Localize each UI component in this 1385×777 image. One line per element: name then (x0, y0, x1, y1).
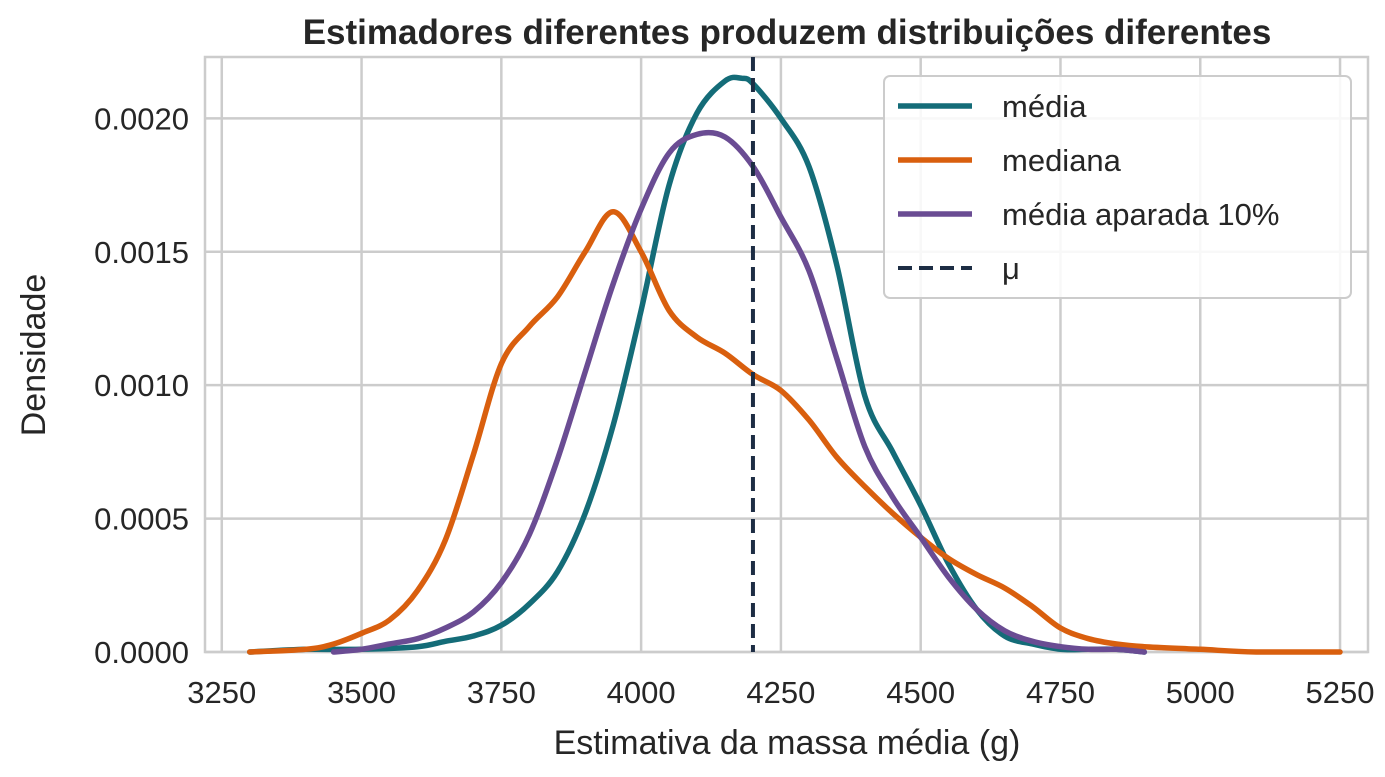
series-line-media-aparada-10 (330, 129, 1148, 655)
x-tick-label: 4000 (607, 675, 676, 710)
x-tick-label: 5000 (1166, 675, 1235, 710)
x-tick-label: 5250 (1306, 675, 1375, 710)
x-tick-label: 3250 (187, 675, 256, 710)
legend-label: μ (1002, 251, 1020, 286)
y-tick-label: 0.0015 (94, 235, 189, 270)
y-tick-labels: 0.0000 0.0005 0.0010 0.0015 0.0020 (94, 101, 189, 670)
x-tick-label: 4500 (886, 675, 955, 710)
legend-entries: média mediana média aparada 10% μ (898, 89, 1279, 286)
chart-title: Estimadores diferentes produzem distribu… (303, 13, 1272, 52)
x-tick-label: 4750 (1026, 675, 1095, 710)
y-tick-label: 0.0000 (94, 635, 189, 670)
y-tick-label: 0.0005 (94, 502, 189, 537)
legend-label: média (1002, 89, 1087, 124)
y-tick-label: 0.0010 (94, 368, 189, 403)
legend-box (883, 75, 1352, 299)
series-line-media (246, 74, 1148, 655)
y-tick-label: 0.0020 (94, 101, 189, 136)
y-axis-label: Densidade (15, 274, 53, 437)
x-tick-label: 3500 (327, 675, 396, 710)
x-axis-label: Estimativa da massa média (g) (554, 724, 1021, 762)
x-tick-labels: 3250 3500 3750 4000 4250 4500 4750 5000 5250 (187, 675, 1374, 710)
legend-label: mediana (1002, 143, 1122, 178)
legend-label: média aparada 10% (1002, 197, 1279, 232)
x-tick-label: 3750 (467, 675, 536, 710)
legend: média mediana média aparada 10% μ (883, 75, 1352, 299)
x-tick-label: 4250 (746, 675, 815, 710)
